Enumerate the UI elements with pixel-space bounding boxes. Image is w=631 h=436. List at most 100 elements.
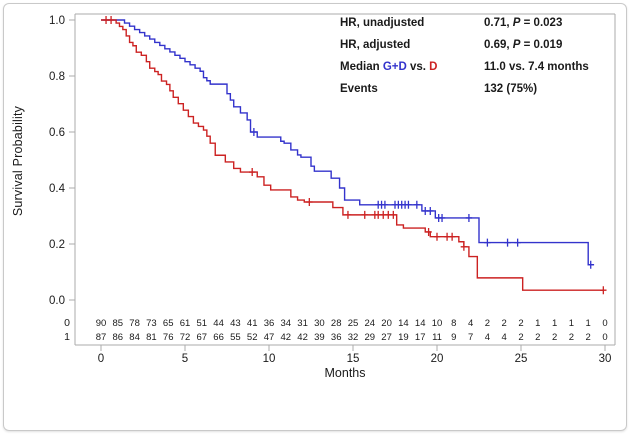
risk-value: 87 (96, 332, 107, 343)
annotation-hr-unadjusted-label: HR, unadjusted (340, 17, 425, 29)
censor-mark-d (306, 198, 313, 206)
risk-value: 28 (331, 318, 342, 329)
hr-unadjusted-estimate: 0.71, (484, 17, 513, 29)
risk-value: 9 (451, 332, 456, 343)
risk-value: 42 (297, 332, 308, 343)
censor-mark-gd (465, 213, 473, 222)
survival-curve-d (101, 19, 605, 291)
risk-value: 4 (485, 332, 490, 343)
y-axis-title: Survival Probability (11, 105, 25, 217)
x-tick-label: 20 (431, 353, 444, 365)
risk-value: 36 (331, 332, 342, 343)
risk-value: 1 (535, 318, 540, 329)
risk-value: 66 (213, 332, 224, 343)
risk-value: 4 (502, 332, 507, 343)
risk-value: 44 (213, 318, 224, 329)
censor-mark-gd (427, 206, 434, 215)
censor-mark-d (600, 286, 607, 295)
annotation-events-value: 132 (75%) (484, 83, 538, 95)
risk-value: 14 (415, 318, 426, 329)
x-axis-title: Months (324, 366, 366, 380)
risk-value: 72 (180, 332, 191, 343)
y-tick-label: 1.0 (49, 15, 65, 27)
vs-text: vs. (406, 61, 430, 73)
risk-value: 14 (398, 318, 409, 329)
risk-value: 34 (281, 318, 292, 329)
risk-value: 42 (281, 332, 292, 343)
annotation-events-label: Events (340, 83, 378, 95)
risk-value: 4 (468, 318, 473, 329)
p-symbol: P (512, 39, 521, 51)
y-tick-label: 0.6 (49, 127, 65, 139)
risk-value: 65 (163, 318, 174, 329)
risk-value: 81 (146, 332, 157, 343)
censor-mark-d (390, 210, 397, 219)
risk-value: 85 (113, 318, 124, 329)
risk-value: 51 (197, 318, 208, 329)
censor-mark-gd (587, 260, 594, 269)
x-tick-label: 25 (515, 353, 528, 365)
risk-value: 32 (348, 332, 359, 343)
group2-name: D (429, 61, 438, 73)
censor-mark-gd (381, 200, 389, 209)
risk-value: 31 (297, 318, 308, 329)
risk-value: 1 (586, 318, 591, 329)
censor-mark-gd (413, 200, 421, 209)
x-tick-label: 0 (98, 353, 104, 365)
annotation-median-label: Median G+D vs. D (340, 61, 437, 73)
risk-value: 2 (535, 332, 540, 343)
risk-value: 47 (264, 332, 275, 343)
y-tick-label: 0.0 (49, 295, 65, 307)
risk-value: 0 (602, 318, 607, 329)
annotation-hr-unadjusted-value: 0.71, P = 0.023 (484, 17, 562, 29)
p-symbol: P (512, 17, 521, 29)
risk-value: 19 (398, 332, 409, 343)
x-tick-label: 15 (347, 353, 360, 365)
censor-mark-d (425, 227, 432, 236)
y-tick-label: 0.4 (49, 183, 66, 195)
censor-mark-gd (438, 213, 446, 222)
risk-value: 61 (180, 318, 191, 329)
group1-name: G+D (382, 61, 407, 73)
risk-value: 2 (485, 318, 490, 329)
risk-value: 41 (247, 318, 258, 329)
censor-mark-gd (514, 238, 521, 247)
risk-value: 86 (113, 332, 124, 343)
risk-value: 52 (247, 332, 258, 343)
risk-value: 29 (365, 332, 376, 343)
censor-mark-d (344, 210, 352, 219)
hr-adjusted-pvalue: = 0.019 (520, 39, 563, 51)
risk-value: 2 (518, 332, 523, 343)
annotation-median-value: 11.0 vs. 7.4 months (484, 61, 589, 73)
risk-value: 36 (264, 318, 275, 329)
risk-value: 43 (230, 318, 241, 329)
y-tick-label: 0.8 (49, 71, 65, 83)
risk-value: 2 (552, 332, 557, 343)
censor-mark-d (107, 16, 115, 24)
censor-mark-d (249, 168, 256, 177)
risk-value: 2 (518, 318, 523, 329)
risk-value: 0 (602, 332, 607, 343)
risk-value: 39 (314, 332, 325, 343)
censor-mark-gd (405, 200, 412, 209)
survival-curve-gd (101, 19, 595, 266)
risk-value: 24 (365, 318, 376, 329)
annotation-hr-adjusted-value: 0.69, P = 0.019 (484, 39, 562, 51)
censor-mark-d (448, 232, 456, 241)
risk-value: 55 (230, 332, 241, 343)
x-tick-label: 5 (182, 353, 188, 365)
x-tick-label: 10 (263, 353, 276, 365)
risk-value: 2 (586, 332, 591, 343)
censor-mark-d (433, 232, 441, 241)
risk-value: 73 (146, 318, 157, 329)
risk-row-label: 0 (64, 317, 70, 329)
risk-value: 11 (432, 332, 442, 343)
risk-value: 25 (348, 318, 359, 329)
y-tick-label: 0.2 (49, 239, 65, 251)
censor-mark-gd (484, 238, 491, 247)
risk-value: 10 (432, 318, 443, 329)
hr-unadjusted-pvalue: = 0.023 (520, 17, 563, 29)
annotation-hr-adjusted-label: HR, adjusted (340, 39, 411, 51)
risk-value: 17 (415, 332, 426, 343)
